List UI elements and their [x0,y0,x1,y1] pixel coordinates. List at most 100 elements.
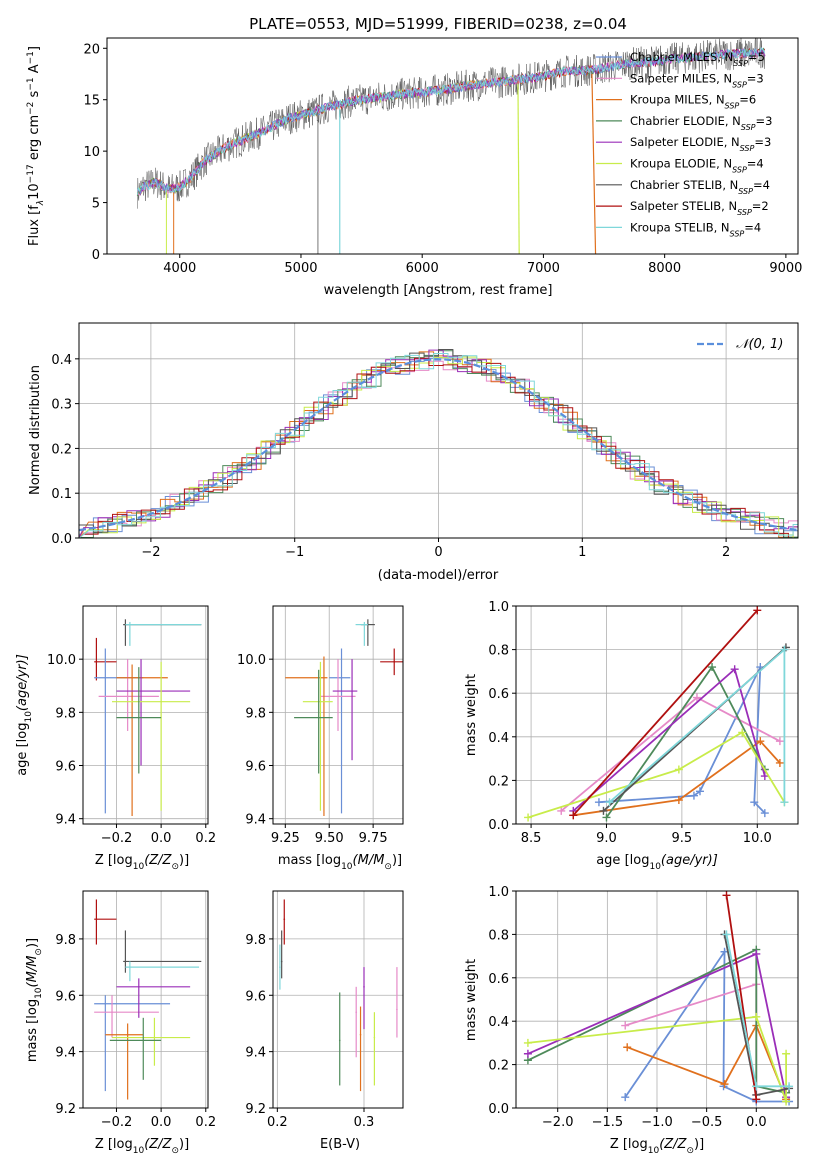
y-tick-label: 0.3 [51,398,72,413]
data-point [138,716,140,719]
legend-entry: Chabrier ELODIE, NSSP=3 [630,114,772,131]
plus-marker [602,813,611,822]
x-tick-label: 0 [434,545,442,560]
x-tick-label: 7000 [527,261,560,276]
x-label-rest: (Z/Z [144,853,172,868]
y-tick-label: 9.6 [55,760,76,775]
age-vs-mass-axes: 9.25 9.50 9.75 9.4 9.6 9.8 10.0 mass [log10(M/M… [237,605,404,872]
legend-label: Chabrier ELODIE, N [630,114,741,128]
legend-entry: Chabrier STELIB, NSSP=4 [630,178,770,196]
x-tick-label: 0.0 [151,831,172,846]
histogram-kroupa-stelib [79,353,798,538]
y-tick-label: 0.2 [488,774,509,789]
y-axis-label: age [log10(age/yr)] [15,654,34,776]
plus-marker [720,1080,729,1089]
y-tick-label: 0.8 [488,928,509,943]
residuals-axes: −2 −1 0 1 2 0.0 0.1 0.2 0.3 0.4 𝒩(0, 1) (data-model… [28,322,799,583]
y-label-end: ] [27,46,42,51]
y-label-rest: (age/yr)] [15,654,30,711]
x-label-sun: ⊙ [171,1146,179,1156]
x-tick-label: −1 [285,545,304,560]
data-point [359,1033,362,1036]
plus-marker [780,798,789,807]
data-point [373,1036,376,1039]
mass-vs-ebv-axes: 0.2 0.3 9.2 9.4 9.6 9.8 E(B-V) [245,890,404,1152]
legend-rest: =3 [754,135,771,149]
data-point [142,1039,145,1042]
x-label-end: )] [179,1137,189,1152]
y-axis-label: mass [log10(M/M⊙)] [25,938,44,1062]
y-tick-label: 10.0 [237,653,266,668]
series-line-salpeter-stelib [725,895,758,1100]
spectrum-spike [591,73,597,254]
x-tick-label: 0.3 [354,1115,375,1130]
y-axis-label: mass weight [464,674,479,756]
legend-label: Salpeter STELIB, N [630,199,737,213]
y-tick-label: 9.6 [55,989,76,1004]
x-label-text: E(B-V) [320,1137,360,1152]
legend-sub: SSP [740,144,755,153]
y-tick-label: 9.4 [245,1046,266,1061]
x-label-text: Z [log [95,853,133,868]
series-line-kroupa-miles [626,1023,787,1100]
y-tick-label: 9.8 [245,933,266,948]
x-label-text: age [log [596,853,649,868]
x-axis-label: age [log10(age/yr)] [596,853,718,872]
legend-entry: Kroupa ELODIE, NSSP=4 [630,157,764,175]
figure-title: PLATE=0553, MJD=51999, FIBERID=0238, z=0… [249,15,627,33]
plus-marker [695,787,704,796]
plus-marker [782,1097,791,1106]
x-tick-label: 5000 [284,261,317,276]
y-label-end: )] [25,938,40,948]
plus-marker [760,772,769,781]
y-tick-label: 0.0 [488,1102,509,1117]
y-tick-label: 20 [83,42,100,57]
x-axis-label: Z [log10(Z/Z⊙)] [95,853,189,872]
legend-rest: =2 [752,199,769,213]
plot-area [285,619,403,817]
data-point [126,695,129,698]
plus-marker [523,1038,532,1047]
y-tick-label: 0.8 [488,644,509,659]
data-point [138,986,140,988]
massweight-vs-metallicity-axes: −2.0 −1.5 −1.0 −0.5 0.0 0.0 0.2 0.4 0.6 0.8 1.0 Z [… [464,885,799,1156]
plus-marker [523,1049,532,1058]
legend-rest: =5 [748,50,765,64]
y-tick-label: 0.1 [51,487,72,502]
plus-marker [557,806,566,815]
legend-sub: SSP [738,186,753,195]
x-tick-label: −2.0 [542,1115,574,1130]
legend-rest: =4 [747,157,764,171]
plus-marker [689,791,698,800]
data-point [140,690,142,692]
data-point [126,1033,129,1036]
x-tick-label: 9000 [769,261,802,276]
plot-area [523,891,794,1106]
axes-frame [515,605,799,825]
plus-marker [569,811,578,820]
plot-area [79,349,798,538]
data-point [340,676,343,679]
y-tick-label: 5 [92,197,100,212]
x-label-sub: 10 [133,862,145,872]
data-point [363,623,366,626]
y-label-text: mass [log [25,999,40,1062]
plus-marker [752,1095,761,1104]
plus-marker [722,930,731,939]
x-label-sub: 10 [648,1146,660,1156]
y-label-sun: ⊙ [34,948,44,956]
data-point [338,1039,341,1042]
y-label-exp: −17 [26,164,36,183]
y-tick-label: 9.4 [245,813,266,828]
data-point [363,986,365,988]
x-axis-label: E(B-V) [320,1137,360,1152]
y-tick-label: 0.0 [51,532,72,547]
data-point [129,966,131,968]
x-label-sub: 10 [341,862,353,872]
plus-marker [692,693,701,702]
y-tick-label: 9.8 [245,706,266,721]
y-label-exp: −2 [26,102,36,115]
plus-marker [621,1093,630,1102]
